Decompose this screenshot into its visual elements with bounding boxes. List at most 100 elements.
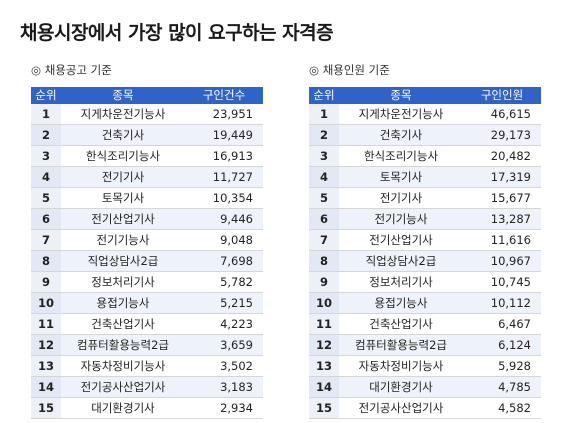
hiring-count-table: 순위 종목 구인인원 1 지게차운전기능사 46,615 2 건축기사 29,173 3 한식…: [309, 87, 541, 419]
rank-cell: 9: [309, 271, 339, 293]
count-cell: 10,112: [463, 292, 541, 314]
table-row: 14 전기공사산업기사 3,183: [31, 376, 263, 398]
rank-header: 순위: [31, 87, 61, 104]
item-name-cell: 전기산업기사: [339, 229, 463, 251]
rank-cell: 11: [309, 313, 339, 335]
rank-cell: 3: [31, 145, 61, 167]
rank-cell: 3: [309, 145, 339, 167]
item-name-cell: 컴퓨터활용능력2급: [339, 334, 463, 356]
table-row: 2 건축기사 29,173: [309, 124, 541, 146]
table-row: 13 자동차정비기능사 5,928: [309, 355, 541, 377]
rank-cell: 11: [31, 313, 61, 335]
item-name-cell: 컴퓨터활용능력2급: [61, 334, 185, 356]
item-name-cell: 자동차정비기능사: [339, 355, 463, 377]
count-cell: 19,449: [185, 124, 263, 146]
item-name-cell: 한식조리기능사: [61, 145, 185, 167]
rank-cell: 14: [309, 376, 339, 398]
count-cell: 2,934: [185, 397, 263, 419]
table-row: 14 대기환경기사 4,785: [309, 376, 541, 398]
item-name-cell: 전기기사: [61, 166, 185, 188]
table-row: 13 자동차정비기능사 3,502: [31, 355, 263, 377]
rank-cell: 4: [31, 166, 61, 188]
count-cell: 10,354: [185, 187, 263, 209]
item-header: 종목: [61, 87, 185, 104]
item-name-cell: 전기기능사: [61, 229, 185, 251]
table-row: 8 직업상담사2급 7,698: [31, 250, 263, 272]
item-name-cell: 정보처리기사: [61, 271, 185, 293]
rank-cell: 6: [309, 208, 339, 230]
rank-cell: 8: [309, 250, 339, 272]
count-cell: 10,745: [463, 271, 541, 293]
table-row: 8 직업상담사2급 10,967: [309, 250, 541, 272]
rank-cell: 9: [31, 271, 61, 293]
table-row: 1 지게차운전기능사 46,615: [309, 104, 541, 125]
table-row: 6 전기산업기사 9,446: [31, 208, 263, 230]
item-name-cell: 건축산업기사: [61, 313, 185, 335]
count-cell: 5,215: [185, 292, 263, 314]
count-cell: 6,467: [463, 313, 541, 335]
table-row: 11 건축산업기사 4,223: [31, 313, 263, 335]
count-cell: 4,582: [463, 397, 541, 419]
rank-cell: 15: [31, 397, 61, 419]
count-cell: 4,223: [185, 313, 263, 335]
item-name-cell: 지게차운전기능사: [339, 104, 463, 125]
job-postings-panel: ◎ 채용공고 기준 순위 종목 구인건수 1 지게차운전기능사 23,951 2 건축기…: [31, 62, 263, 419]
rank-cell: 13: [309, 355, 339, 377]
count-cell: 5,782: [185, 271, 263, 293]
item-name-cell: 자동차정비기능사: [61, 355, 185, 377]
count-cell: 3,183: [185, 376, 263, 398]
item-name-cell: 전기기사: [339, 187, 463, 209]
postings-count-header: 구인건수: [185, 87, 263, 104]
item-name-cell: 한식조리기능사: [339, 145, 463, 167]
rank-cell: 8: [31, 250, 61, 272]
count-cell: 29,173: [463, 124, 541, 146]
item-name-cell: 직업상담사2급: [339, 250, 463, 272]
rank-cell: 10: [31, 292, 61, 314]
item-header: 종목: [339, 87, 463, 104]
item-name-cell: 대기환경기사: [61, 397, 185, 419]
count-cell: 17,319: [463, 166, 541, 188]
count-cell: 23,951: [185, 104, 263, 125]
rank-header: 순위: [309, 87, 339, 104]
rank-cell: 12: [31, 334, 61, 356]
table-row: 6 전기기능사 13,287: [309, 208, 541, 230]
count-cell: 16,913: [185, 145, 263, 167]
item-name-cell: 전기산업기사: [61, 208, 185, 230]
rank-cell: 15: [309, 397, 339, 419]
job-postings-table-body: 1 지게차운전기능사 23,951 2 건축기사 19,449 3 한식조리기능사 16,913…: [31, 104, 263, 419]
item-name-cell: 용접기능사: [339, 292, 463, 314]
rank-cell: 6: [31, 208, 61, 230]
table-row: 3 한식조리기능사 20,482: [309, 145, 541, 167]
count-cell: 11,616: [463, 229, 541, 251]
hiring-count-subtitle: ◎ 채용인원 기준: [309, 63, 390, 77]
item-name-cell: 직업상담사2급: [61, 250, 185, 272]
item-name-cell: 정보처리기사: [339, 271, 463, 293]
count-cell: 9,048: [185, 229, 263, 251]
count-cell: 7,698: [185, 250, 263, 272]
table-row: 5 전기기사 15,677: [309, 187, 541, 209]
count-cell: 20,482: [463, 145, 541, 167]
hires-count-header: 구인인원: [463, 87, 541, 104]
table-row: 5 토목기사 10,354: [31, 187, 263, 209]
table-row: 12 컴퓨터활용능력2급 3,659: [31, 334, 263, 356]
item-name-cell: 전기기능사: [339, 208, 463, 230]
table-header-row: 순위 종목 구인건수: [31, 87, 263, 104]
hiring-count-panel: ◎ 채용인원 기준 순위 종목 구인인원 1 지게차운전기능사 46,615 2 건축기…: [309, 62, 541, 419]
rank-cell: 1: [309, 104, 339, 125]
table-row: 2 건축기사 19,449: [31, 124, 263, 146]
count-cell: 11,727: [185, 166, 263, 188]
count-cell: 15,677: [463, 187, 541, 209]
rank-cell: 7: [309, 229, 339, 251]
count-cell: 9,446: [185, 208, 263, 230]
table-row: 11 건축산업기사 6,467: [309, 313, 541, 335]
item-name-cell: 지게차운전기능사: [61, 104, 185, 125]
rank-cell: 2: [31, 124, 61, 146]
count-cell: 3,502: [185, 355, 263, 377]
table-row: 4 전기기사 11,727: [31, 166, 263, 188]
count-cell: 46,615: [463, 104, 541, 125]
table-row: 12 컴퓨터활용능력2급 6,124: [309, 334, 541, 356]
rank-cell: 7: [31, 229, 61, 251]
rank-cell: 4: [309, 166, 339, 188]
table-row: 15 전기공사산업기사 4,582: [309, 397, 541, 419]
item-name-cell: 건축산업기사: [339, 313, 463, 335]
